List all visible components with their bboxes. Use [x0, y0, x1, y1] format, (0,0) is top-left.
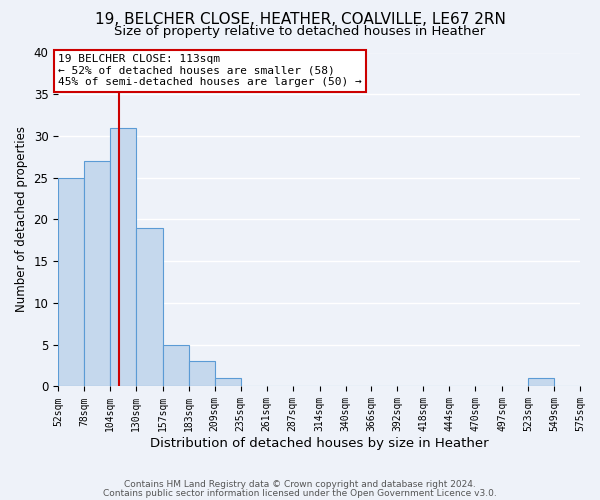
- X-axis label: Distribution of detached houses by size in Heather: Distribution of detached houses by size …: [150, 437, 488, 450]
- Bar: [110, 128, 136, 386]
- Bar: [136, 228, 163, 386]
- Text: Contains HM Land Registry data © Crown copyright and database right 2024.: Contains HM Land Registry data © Crown c…: [124, 480, 476, 489]
- Bar: [84, 161, 110, 386]
- Bar: [163, 344, 189, 387]
- Text: Contains public sector information licensed under the Open Government Licence v3: Contains public sector information licen…: [103, 489, 497, 498]
- Title: 19, BELCHER CLOSE, HEATHER, COALVILLE, LE67 2RN
Size of property relative to det: 19, BELCHER CLOSE, HEATHER, COALVILLE, L…: [0, 499, 1, 500]
- Text: 19, BELCHER CLOSE, HEATHER, COALVILLE, LE67 2RN: 19, BELCHER CLOSE, HEATHER, COALVILLE, L…: [95, 12, 505, 28]
- Bar: [528, 378, 554, 386]
- Text: Size of property relative to detached houses in Heather: Size of property relative to detached ho…: [115, 25, 485, 38]
- Bar: [189, 362, 215, 386]
- Y-axis label: Number of detached properties: Number of detached properties: [15, 126, 28, 312]
- Text: 19 BELCHER CLOSE: 113sqm
← 52% of detached houses are smaller (58)
45% of semi-d: 19 BELCHER CLOSE: 113sqm ← 52% of detach…: [58, 54, 362, 88]
- Bar: [58, 178, 84, 386]
- Bar: [215, 378, 241, 386]
